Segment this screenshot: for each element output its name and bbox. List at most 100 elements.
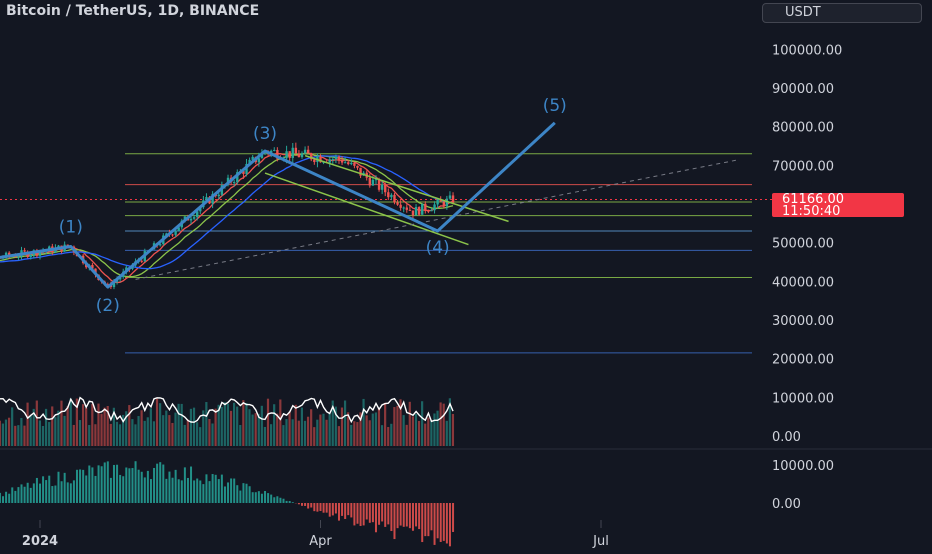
volume-bar [301,408,303,446]
histogram-bar [88,465,90,503]
candle-body [409,210,411,211]
volume-bar [60,401,62,446]
histogram-bar [205,474,207,503]
candle-body [292,148,294,158]
volume-bar [369,420,371,446]
candle-body [424,204,426,211]
histogram-bar [350,503,352,517]
volume-bar [104,408,106,446]
histogram-bar [5,492,7,503]
price-tick-label: 0.00 [772,430,801,445]
price-tick-label: 30000.00 [772,314,834,329]
histogram-bar [159,462,161,503]
volume-bar [430,420,432,446]
volume-bar [196,422,198,446]
candle-body [335,157,337,159]
histogram-bar [116,465,118,503]
histogram-bar [397,503,399,528]
volume-bar [205,402,207,446]
histogram-bar [230,478,232,503]
currency-selector[interactable]: USDT [762,3,922,23]
histogram-bar [113,465,115,503]
price-tick-label: 40000.00 [772,275,834,290]
volume-bar [440,402,442,446]
histogram-bar [430,503,432,530]
volume-bar [282,425,284,446]
histogram-bar [292,502,294,503]
candle-body [273,150,275,151]
histogram-bar [85,475,87,503]
volume-bar [165,411,167,446]
volume-bar [137,416,139,446]
countdown-label: 11:50:40 [782,206,904,218]
candle-body [356,166,358,168]
volume-bar [0,421,1,446]
volume-bar [310,409,312,446]
volume-bar [2,424,4,446]
histogram-bar [172,478,174,503]
candle-body [190,219,192,221]
histogram-bar [276,496,278,503]
volume-bar [51,406,53,446]
histogram-bar [316,503,318,512]
histogram-bar [440,503,442,542]
histogram-bar [175,470,177,503]
volume-bar [39,420,41,446]
histogram-bar [400,503,402,526]
elliott-wave-label: (5) [543,96,567,116]
histogram-bar [393,503,395,539]
volume-bar [227,404,229,446]
volume-bar [350,425,352,446]
histogram-bar [366,503,368,519]
histogram-bar [335,503,337,513]
volume-bar [156,399,158,446]
candle-body [344,162,346,163]
candle-body [233,182,235,183]
histogram-bar [273,497,275,503]
candle-body [307,150,309,154]
candle-body [193,217,195,219]
volume-bar [57,411,59,446]
histogram-bar [403,503,405,527]
histogram-bar [212,474,214,503]
histogram-bar [45,480,47,503]
histogram-bar [227,482,229,503]
histogram-bar [187,478,189,503]
candle-body [433,204,435,210]
volume-bar [23,426,25,446]
histogram-bar [390,503,392,531]
histogram-bar [378,503,380,525]
histogram-bar [168,472,170,503]
histogram-bar [310,503,312,508]
volume-bar [313,427,315,446]
volume-bar [403,415,405,446]
volume-bar [415,414,417,446]
volume-bar [30,416,32,446]
volume-bar [45,409,47,446]
candle-body [443,202,445,207]
volume-bar [147,417,149,446]
volume-bar [319,415,321,446]
histogram-bar [181,480,183,503]
histogram-bar [347,503,349,515]
volume-bar [264,427,266,446]
volume-bar [378,408,380,446]
volume-bar [427,418,429,446]
histogram-bar [264,491,266,503]
histogram-bar [209,481,211,503]
volume-bar [17,425,19,446]
histogram-bar [215,475,217,503]
histogram-bar [184,467,186,503]
volume-bar [153,421,155,446]
volume-bar [258,414,260,446]
volume-bar [307,417,309,446]
volume-bar [73,425,75,446]
histogram-bar [443,503,445,541]
histogram-bar [51,486,53,503]
candle-body [341,160,343,163]
volume-bar [131,419,133,446]
histogram-bar [283,499,285,503]
histogram-bar [289,501,291,503]
